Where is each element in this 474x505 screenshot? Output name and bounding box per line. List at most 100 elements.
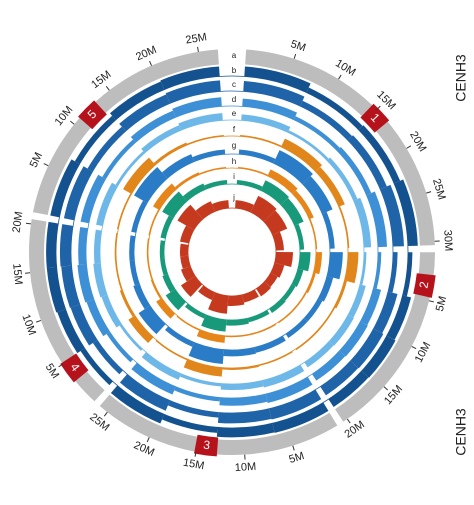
track-bar: [282, 284, 296, 301]
track-bar: [315, 166, 345, 207]
track-bar: [119, 94, 170, 132]
track-bar: [115, 261, 123, 291]
track-bar: [264, 272, 278, 288]
tick-mark: [428, 300, 435, 303]
track-bar: [61, 265, 80, 308]
tick-label: 20M: [342, 419, 366, 441]
track-bar: [243, 81, 305, 107]
track-bar: [180, 276, 203, 297]
track-bar: [306, 87, 363, 130]
track-bar: [92, 340, 123, 375]
track-bar: [150, 279, 162, 299]
track-bar: [165, 80, 221, 104]
tick-mark: [338, 74, 342, 80]
tick-mark: [411, 345, 417, 350]
track-bar: [317, 307, 336, 332]
track-bar: [270, 262, 285, 278]
track-label: e: [232, 109, 237, 118]
track-bar: [386, 295, 412, 340]
track-bar: [123, 157, 156, 194]
track-bar: [242, 289, 259, 303]
track-bar: [86, 299, 110, 337]
track-bar: [280, 197, 304, 226]
tick-label: 10M: [53, 104, 76, 128]
track-bar: [258, 351, 293, 367]
track-baseline: [70, 90, 394, 414]
tick-label: 20M: [407, 129, 428, 154]
track-baseline: [115, 135, 349, 369]
track-bar: [78, 227, 88, 265]
track-bar: [167, 400, 219, 418]
track-bar: [373, 291, 398, 334]
track-bar: [334, 280, 347, 309]
track-bar: [186, 134, 224, 145]
track-bar: [147, 259, 153, 280]
track-bar: [87, 126, 126, 172]
track-bar: [328, 371, 369, 408]
track-bar: [219, 394, 268, 406]
track-bar: [106, 331, 134, 363]
track-bar: [59, 224, 74, 267]
track-bar: [361, 335, 396, 378]
track-bar: [201, 314, 227, 332]
track-bar: [93, 229, 102, 264]
tick-mark: [406, 145, 412, 149]
track-bar: [102, 139, 136, 179]
centromere: [78, 100, 107, 130]
track-bar: [63, 166, 93, 221]
track-bar: [57, 309, 85, 354]
track-bar: [359, 252, 367, 286]
track-bar: [388, 252, 398, 293]
track-bar: [236, 179, 263, 191]
track-bar: [146, 238, 150, 260]
track-bar: [180, 266, 196, 282]
tick-mark: [426, 191, 432, 194]
track-bar: [161, 154, 195, 179]
ideogram: [32, 49, 219, 216]
tick-mark: [346, 418, 351, 424]
chromosome-label: 2: [416, 280, 431, 289]
track-bar: [198, 285, 216, 300]
track-bar: [293, 116, 340, 151]
track-bar: [380, 184, 404, 247]
tick-label: 20M: [132, 439, 156, 459]
track-bar: [254, 335, 286, 353]
tick-mark: [146, 437, 150, 443]
track-bar: [353, 197, 372, 248]
track-bar: [116, 193, 132, 230]
track-bar: [179, 373, 222, 387]
track-bar: [318, 276, 334, 302]
track-bar: [177, 204, 203, 230]
track-bar: [327, 157, 358, 201]
track-bar: [256, 281, 272, 297]
track-bar: [262, 364, 305, 388]
track-bar: [192, 149, 226, 162]
track-bar: [101, 294, 122, 328]
tick-label: 15M: [382, 383, 405, 407]
track-bar: [402, 252, 413, 297]
track-bar: [46, 221, 59, 268]
track-bar: [74, 115, 116, 164]
track-bar: [133, 283, 150, 310]
track-bar: [304, 341, 334, 368]
tick-mark: [70, 120, 75, 125]
track-bar: [304, 298, 323, 322]
ideogram: [335, 252, 435, 422]
centromere: [60, 353, 89, 383]
track-label: b: [232, 66, 237, 75]
tick-mark: [292, 445, 295, 451]
tick-label: 25M: [430, 177, 448, 201]
track-bar: [160, 257, 168, 276]
track-bar: [247, 310, 270, 323]
track-bar: [77, 264, 94, 303]
track-bar: [119, 374, 170, 411]
track-bar: [162, 191, 188, 218]
track-bar: [133, 166, 168, 203]
tick-label: 5M: [289, 38, 307, 54]
centromere: [413, 273, 436, 298]
tick-mark: [149, 60, 152, 66]
track-label: j: [232, 193, 235, 202]
track-bar: [141, 352, 182, 380]
track-bar: [165, 289, 186, 311]
track-bar: [180, 255, 191, 269]
